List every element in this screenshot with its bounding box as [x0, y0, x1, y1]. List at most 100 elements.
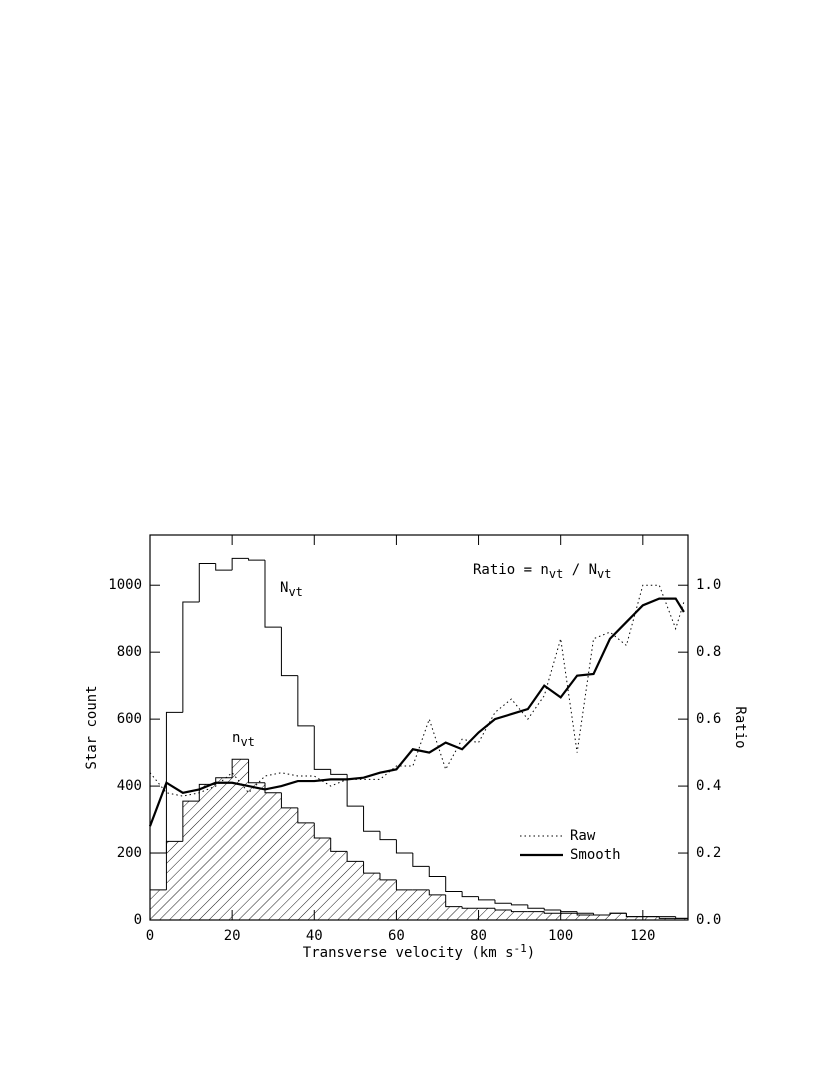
histogram-step: [297, 807, 315, 824]
histogram-step: [543, 911, 561, 914]
histogram-step: [313, 822, 331, 839]
hatched-bar: [412, 889, 430, 920]
x-axis-label-part: ): [527, 945, 535, 961]
y-axis-label: Star count: [84, 685, 100, 769]
histogram-step: [428, 889, 446, 896]
annotation-part: vt: [288, 585, 302, 599]
y2-tick-label: 0.6: [696, 711, 721, 727]
annotation-part: n: [232, 730, 240, 746]
histogram-step: [330, 837, 348, 852]
x-tick-label: 120: [630, 928, 655, 944]
x-axis-label-part: Transverse velocity (km s: [303, 945, 514, 961]
hatched-bar: [264, 792, 282, 920]
histogram-step: [527, 904, 545, 909]
annotation-part: vt: [240, 735, 254, 749]
histogram-step: [264, 782, 282, 794]
hatched-bar: [478, 908, 495, 920]
hatched-bar: [297, 822, 315, 920]
y-tick-label: 200: [117, 845, 142, 861]
histogram-step: [363, 861, 380, 874]
hatched-bar: [150, 889, 167, 920]
hatched-bar: [215, 777, 233, 920]
x-tick-label: 0: [146, 928, 154, 944]
histogram-step: [363, 806, 380, 832]
x-axis-label: Transverse velocity (km s-1): [303, 942, 535, 961]
hatched-bar: [199, 784, 216, 920]
histogram-step: [494, 899, 512, 904]
histogram-step: [182, 800, 200, 842]
annotation-part: N: [280, 580, 288, 596]
annotation: Nvt: [280, 580, 303, 599]
y2-tick-label: 0.2: [696, 845, 721, 861]
hatched-bar: [248, 782, 265, 920]
histogram-step: [165, 840, 183, 890]
legend-label: Raw: [570, 828, 596, 844]
hatched-bar: [609, 913, 627, 920]
histogram-step: [658, 916, 676, 919]
hatched-bar: [494, 909, 512, 920]
histogram-step: [395, 879, 413, 891]
histogram-step: [280, 792, 298, 809]
histogram-step: [330, 769, 348, 775]
y-tick-label: 600: [117, 711, 142, 727]
histogram-step: [510, 909, 528, 913]
x-tick-label: 100: [548, 928, 573, 944]
ratio-annotation: Ratio = nvt / Nvt: [473, 562, 611, 581]
ratio-annotation-part: vt: [597, 567, 611, 581]
histogram-step: [543, 908, 561, 911]
histogram-step: [248, 558, 265, 561]
histogram-step: [494, 908, 512, 911]
hatched-bar: [314, 837, 331, 920]
histogram-step: [379, 831, 397, 841]
histogram-step: [675, 917, 689, 920]
hatched-bar: [577, 914, 594, 920]
histogram-step: [560, 909, 578, 913]
histogram-step: [461, 906, 479, 909]
histogram-step: [182, 601, 200, 713]
histogram-step: [297, 675, 315, 727]
ratio-annotation-part: Ratio = n: [473, 562, 549, 578]
histogram-step: [395, 839, 413, 854]
histogram-step: [313, 725, 331, 770]
y-tick-label: 400: [117, 778, 142, 794]
hatched-bar: [544, 913, 561, 920]
hatched-bar: [232, 759, 249, 920]
hatched-bar: [511, 911, 528, 920]
histogram-step: [165, 711, 183, 854]
histogram-step: [346, 851, 364, 862]
hatched-bar: [462, 908, 479, 920]
y2-tick-label: 1.0: [696, 577, 721, 593]
hatched-bar: [560, 913, 578, 920]
annotation: nvt: [232, 730, 255, 749]
histogram-step: [198, 562, 216, 602]
hatched-bar: [626, 916, 643, 920]
histogram-step: [445, 894, 463, 908]
histogram-step: [231, 758, 249, 778]
histogram-step: [280, 627, 298, 677]
histogram-step: [461, 891, 479, 898]
ratio-annotation-part: / N: [563, 562, 597, 578]
histogram-step: [478, 896, 495, 901]
hatched-bar: [593, 914, 610, 920]
y2-axis-label: Ratio: [732, 706, 748, 748]
histogram-step: [412, 853, 430, 867]
histogram-step: [346, 774, 364, 807]
histogram-step: [576, 911, 594, 914]
y-tick-label: 0: [134, 912, 142, 928]
hatched-bar: [182, 801, 200, 920]
histogram-step: [149, 889, 167, 920]
hatched-bar: [659, 918, 676, 920]
histogram-step: [445, 876, 463, 893]
hatched-bar: [527, 911, 545, 920]
y2-tick-label: 0.0: [696, 912, 721, 928]
x-tick-label: 20: [224, 928, 241, 944]
y-tick-label: 800: [117, 644, 142, 660]
histogram-step: [248, 759, 265, 784]
hatched-bar: [347, 861, 364, 920]
ratio-line: [148, 597, 685, 827]
legend-label: Smooth: [570, 847, 621, 863]
hatched-bar: [445, 906, 463, 920]
hatched-bar: [429, 894, 446, 920]
hatched-bar: [396, 889, 413, 920]
